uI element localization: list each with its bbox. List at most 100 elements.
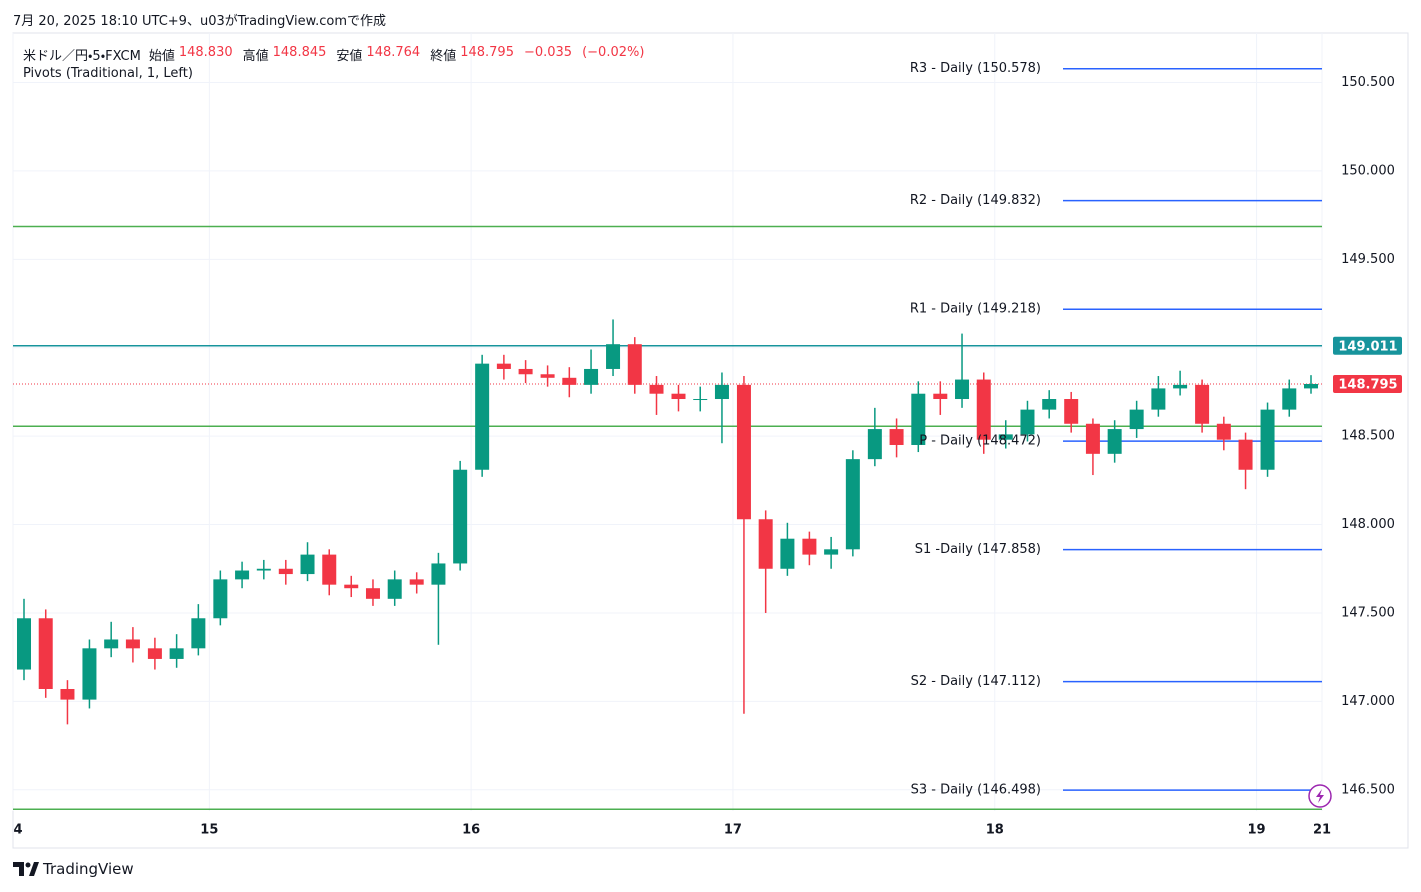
candle-body — [147, 648, 162, 659]
candle-body — [278, 568, 293, 575]
indicator-legend: Pivots (Traditional, 1, Left) — [23, 66, 193, 81]
candle-body — [191, 618, 206, 649]
candle-body — [693, 399, 708, 401]
brand: TradingView — [43, 860, 134, 878]
candle-body — [736, 384, 751, 520]
x-tick-label: 18 — [986, 823, 1004, 838]
candle-body — [1151, 388, 1166, 410]
candle-body — [867, 429, 882, 460]
legend-value: 148.830 — [178, 45, 233, 60]
candle-body — [235, 570, 250, 580]
last-price-badge — [1333, 374, 1402, 393]
alert-icon[interactable] — [1308, 784, 1332, 808]
y-tick-label: 150.000 — [1341, 163, 1395, 178]
candle-body — [16, 618, 31, 670]
candle-body — [387, 579, 402, 599]
candle-body — [169, 648, 184, 659]
candle-body — [496, 363, 511, 369]
candle-body — [824, 549, 839, 555]
y-tick-label: 146.500 — [1341, 782, 1395, 797]
candle-body — [213, 579, 228, 619]
pivot-label: S2 - Daily (147.112) — [911, 674, 1041, 689]
candle-body — [780, 538, 795, 569]
y-tick-label: 148.000 — [1341, 517, 1395, 532]
candle-body — [1260, 409, 1275, 470]
candle-body — [955, 379, 970, 400]
candle-body — [300, 554, 315, 575]
candle-body — [1085, 423, 1100, 454]
candle-body — [431, 563, 446, 585]
candle-body — [1129, 409, 1144, 430]
candle-body — [889, 429, 904, 445]
levels — [13, 67, 1322, 810]
candle-body — [475, 363, 490, 470]
candle-body — [125, 639, 140, 649]
candle-body — [540, 374, 555, 378]
candle-body — [322, 554, 337, 585]
y-tick-label: 150.500 — [1341, 75, 1395, 90]
candle-body — [60, 688, 75, 700]
candle-body — [562, 377, 577, 385]
x-tick-label: 17 — [724, 823, 742, 838]
change-pct: (−0.02%) — [582, 45, 645, 60]
candle-body — [1304, 383, 1319, 389]
legend-value: 148.845 — [272, 45, 327, 60]
candle-body — [802, 538, 817, 555]
candle-body — [518, 368, 533, 375]
candle-body — [671, 393, 686, 400]
candle-body — [365, 588, 380, 599]
candle-body — [344, 584, 359, 589]
legend-name: 終値 — [430, 49, 457, 64]
candle-body — [453, 469, 468, 564]
candle-body — [1282, 388, 1297, 410]
candle-body — [976, 379, 991, 440]
x-tick-label: 15 — [200, 823, 218, 838]
candle-body — [1216, 423, 1231, 440]
legend-value: 148.764 — [366, 45, 421, 60]
symbol: 米ドル／円・5・FXCM — [23, 49, 141, 64]
legend-name: 安値 — [336, 49, 363, 64]
x-tick-label: 21 — [1313, 823, 1331, 838]
candle-body — [1042, 399, 1057, 410]
last-price-label: 148.795 — [1338, 377, 1397, 392]
symbol-legend: 米ドル／円・5・FXCM 始値 148.830 高値 148.845 安値 148.764… — [23, 45, 650, 64]
candle-body — [606, 344, 621, 369]
y-tick-label: 149.500 — [1341, 252, 1395, 267]
candle-body — [38, 618, 53, 689]
labels: 146.500 147.000 147.500 148.000 148.500 149.0… — [13, 61, 1402, 838]
pivot-label: R2 - Daily (149.832) — [910, 193, 1041, 208]
pivot-label: S3 - Daily (146.498) — [911, 783, 1041, 798]
candle-body — [1238, 439, 1253, 470]
candle-body — [998, 434, 1013, 440]
candle-body — [1020, 409, 1035, 435]
legend-name: 始値 — [148, 49, 175, 64]
x-tick-label: 16 — [462, 823, 480, 838]
pivot-label: R3 - Daily (150.578) — [910, 61, 1041, 76]
candle-body — [933, 393, 948, 400]
candles — [16, 319, 1319, 725]
x-tick-label: 19 — [1248, 823, 1266, 838]
candle-body — [911, 393, 926, 445]
candle-body — [845, 459, 860, 550]
y-tick-label: 147.500 — [1341, 605, 1395, 620]
y-tick-label: 147.000 — [1341, 694, 1395, 709]
y-tick-label: 148.500 — [1341, 429, 1395, 444]
candle-body — [1107, 429, 1122, 454]
candle-body — [1173, 384, 1188, 389]
candle-body — [1195, 384, 1210, 424]
caption: 7月 20, 2025 18:10 UTC+9、u03がTradingView.… — [13, 14, 386, 29]
legend-value: 148.795 — [460, 45, 514, 60]
price-badge — [1333, 336, 1402, 355]
candle-body — [104, 639, 119, 649]
candle-body — [82, 648, 97, 700]
candle-body — [584, 368, 599, 385]
legend-name: 高値 — [242, 49, 269, 64]
candle-body — [714, 384, 729, 400]
pivot-label: R1 - Daily (149.218) — [910, 302, 1041, 317]
candle-body — [256, 568, 271, 571]
candle-body — [409, 579, 424, 585]
price-badge-label: 149.011 — [1338, 339, 1397, 354]
candle-body — [627, 344, 642, 385]
